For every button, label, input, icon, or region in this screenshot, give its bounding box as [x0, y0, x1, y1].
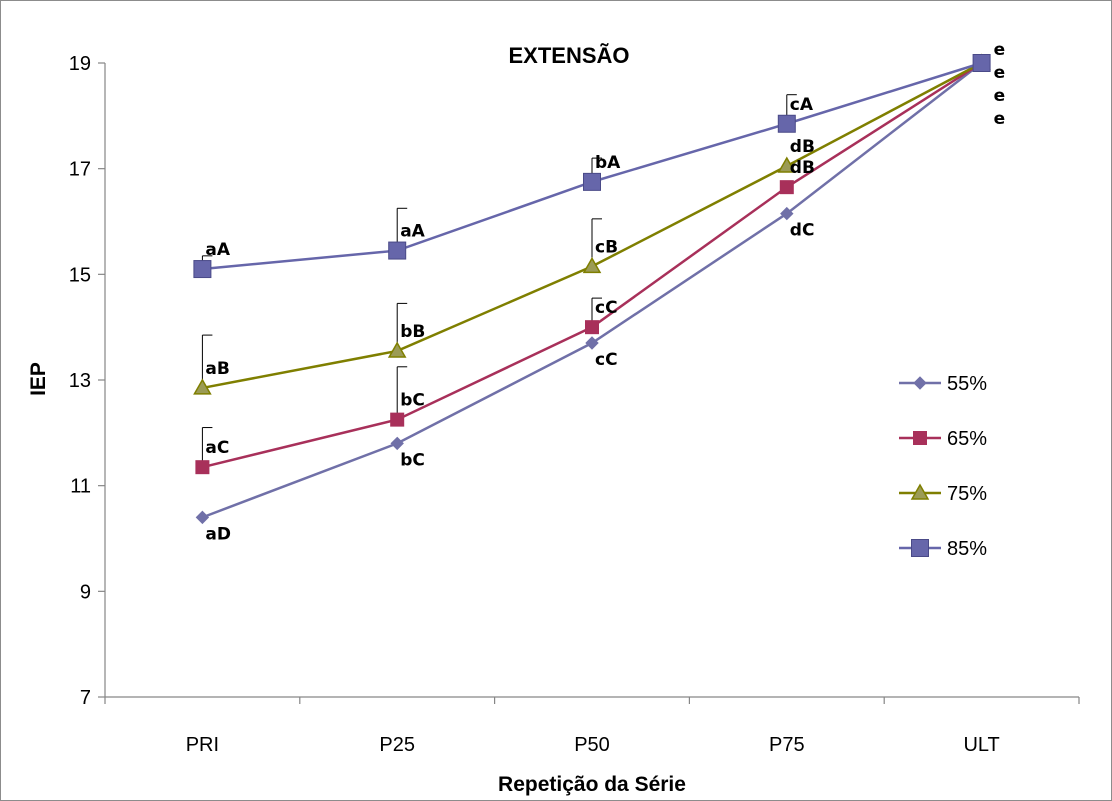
- y-tick-label: 11: [70, 476, 91, 498]
- legend-marker: [911, 539, 929, 557]
- point-label: e: [994, 40, 1006, 60]
- data-point: [387, 341, 407, 358]
- point-label: aD: [205, 524, 231, 544]
- data-point: [582, 256, 602, 274]
- data-point: [583, 172, 601, 191]
- point-label: aA: [400, 222, 425, 242]
- data-point: [972, 54, 991, 72]
- data-point: [390, 436, 404, 451]
- point-label: cA: [790, 95, 814, 115]
- axes: 7 9 11 13 15 17 19 PRI P25 P50 P75 ULT: [69, 53, 1080, 756]
- legend-label: 85%: [947, 538, 987, 560]
- point-label: cC: [595, 350, 618, 370]
- point-label: bC: [400, 450, 425, 470]
- point-label: bA: [595, 153, 621, 173]
- point-label: aC: [205, 438, 229, 458]
- legend: 55% 65% 75% 85%: [899, 373, 987, 560]
- data-point: [195, 510, 210, 525]
- y-tick-label: 19: [69, 53, 91, 75]
- point-labels: aD bC cC dC e aC bC cC dB e aB bB cB dB e aA aA bA cA e: [205, 40, 1005, 544]
- data-point: [780, 206, 794, 221]
- data-point: [390, 412, 405, 427]
- data-point: [585, 336, 599, 350]
- y-tick-label: 9: [80, 581, 91, 603]
- legend-marker: [913, 431, 927, 445]
- point-label: dC: [790, 221, 815, 241]
- x-axis-label: Repetição da Série: [498, 773, 686, 796]
- data-point: [585, 320, 599, 335]
- point-label: cB: [595, 237, 618, 257]
- point-label: e: [994, 86, 1006, 106]
- x-tick-label: P75: [769, 734, 805, 756]
- point-label: dB: [790, 158, 815, 178]
- point-label: e: [994, 109, 1006, 129]
- point-label: bB: [400, 322, 425, 342]
- data-point: [195, 460, 210, 475]
- y-axis-label: IEP: [27, 362, 50, 396]
- y-tick-label: 7: [80, 687, 91, 709]
- error-bars: [201, 94, 797, 468]
- chart-title: EXTENSÃO: [508, 43, 629, 68]
- legend-label: 55%: [947, 373, 987, 395]
- data-point: [777, 156, 797, 173]
- point-label: e: [994, 63, 1006, 83]
- series-lines: [201, 61, 983, 519]
- x-tick-label: P50: [574, 734, 610, 756]
- y-tick-label: 17: [69, 159, 91, 181]
- data-point: [388, 241, 407, 260]
- legend-label: 75%: [947, 483, 987, 505]
- data-point: [193, 378, 212, 395]
- data-point: [193, 260, 212, 279]
- point-label: aA: [205, 240, 230, 260]
- series-line-55pct: [201, 62, 983, 519]
- data-point: [779, 180, 794, 195]
- data-point: [777, 114, 796, 133]
- point-label: cC: [595, 298, 618, 318]
- point-label: bC: [400, 391, 425, 411]
- y-tick-label: 13: [69, 370, 91, 392]
- x-tick-label: P25: [379, 734, 415, 756]
- legend-label: 65%: [947, 428, 987, 450]
- x-tick-label: ULT: [963, 734, 999, 756]
- point-label: aB: [205, 359, 229, 379]
- legend-marker: [913, 376, 927, 390]
- point-label: dB: [790, 137, 815, 157]
- series-markers: [193, 53, 991, 525]
- legend-marker: [910, 483, 930, 500]
- y-tick-label: 15: [69, 264, 91, 286]
- x-tick-label: PRI: [186, 734, 219, 756]
